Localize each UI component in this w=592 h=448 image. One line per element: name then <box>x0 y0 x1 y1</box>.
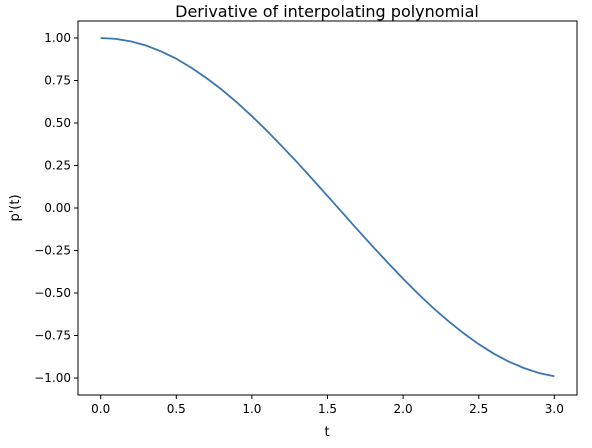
x-tick-label: 1.5 <box>318 402 337 416</box>
x-tick-label: 2.5 <box>469 402 488 416</box>
x-tick-label: 0.5 <box>167 402 186 416</box>
x-tick-label: 2.0 <box>394 402 413 416</box>
y-tick-label: 0.75 <box>44 74 71 88</box>
y-tick-label: −0.75 <box>34 329 71 343</box>
y-tick-label: −1.00 <box>34 371 71 385</box>
y-tick-label: −0.50 <box>34 286 71 300</box>
plot-area <box>78 21 577 395</box>
x-tick-label: 0.0 <box>91 402 110 416</box>
y-axis-label: p'(t) <box>8 194 23 221</box>
chart-title: Derivative of interpolating polynomial <box>175 2 479 21</box>
y-axis-ticks: 1.00 0.75 0.50 0.25 0.00 −0.25 −0.50 −0.75 −1.00 <box>34 31 78 385</box>
series-layer <box>100 37 555 378</box>
x-tick-label: 1.0 <box>242 402 261 416</box>
plot-frame <box>77 20 578 396</box>
y-tick-label: −0.25 <box>34 244 71 258</box>
y-tick-label: 0.50 <box>44 116 71 130</box>
y-tick-label: 0.00 <box>44 201 71 215</box>
x-axis-label: t <box>324 425 329 440</box>
y-tick-label: 0.25 <box>44 159 71 173</box>
series-line <box>100 37 555 378</box>
x-axis-ticks: 0.0 0.5 1.0 1.5 2.0 2.5 3.0 <box>91 395 564 416</box>
y-tick-label: 1.00 <box>44 31 71 45</box>
x-tick-label: 3.0 <box>545 402 564 416</box>
